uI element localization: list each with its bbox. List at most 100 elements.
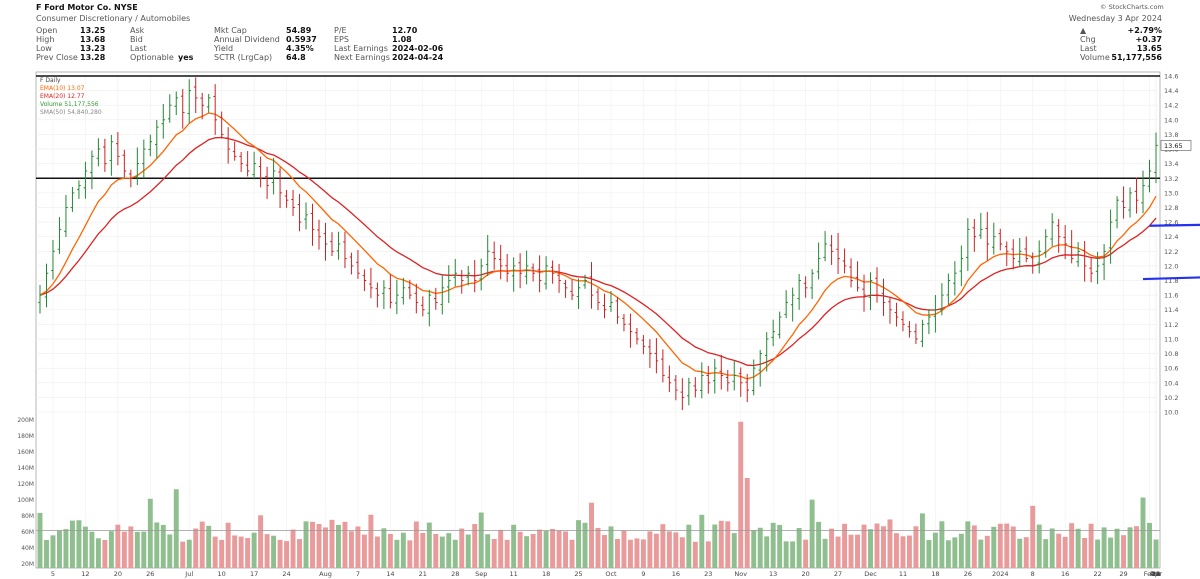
volume-bar-157	[1056, 533, 1062, 568]
legend-item-3: Volume 51,177,556	[40, 101, 99, 108]
y-tick-3: 14.0	[1164, 116, 1178, 124]
flag-bottom-line	[1142, 276, 1200, 281]
volume-tick-9: 20M	[21, 561, 34, 568]
volume-bar-102	[699, 514, 705, 568]
volume-bar-22	[180, 541, 186, 568]
x-tick-10: 14	[386, 570, 394, 578]
volume-bar-115	[783, 541, 789, 568]
volume-bar-89	[614, 539, 620, 568]
volume-bar-158	[1062, 536, 1068, 568]
header-label-0-1: High	[36, 35, 55, 44]
volume-bar-13	[121, 531, 127, 568]
volume-bar-154	[1036, 524, 1042, 568]
volume-bar-32	[245, 538, 251, 568]
x-tick-26: 11	[899, 570, 907, 578]
volume-bar-15	[134, 531, 140, 568]
x-tick-21: Nov	[734, 570, 747, 578]
volume-bar-8	[89, 531, 95, 568]
x-tick-17: Oct	[605, 570, 617, 578]
volume-bar-87	[602, 535, 607, 568]
volume-bar-139	[939, 521, 945, 568]
x-tick-25: Dec	[864, 570, 877, 578]
volume-bar-104	[712, 524, 718, 568]
change-label-3: Volume	[1080, 53, 1110, 62]
y-tick-15: 11.6	[1164, 292, 1178, 300]
volume-bar-140	[945, 540, 951, 568]
volume-bar-133	[900, 536, 906, 568]
volume-bar-16	[141, 531, 147, 568]
volume-bar-56	[400, 532, 406, 568]
volume-bar-132	[893, 533, 899, 568]
volume-bar-163	[1095, 539, 1101, 568]
volume-bar-63	[446, 533, 452, 568]
volume-bar-124	[842, 523, 848, 568]
volume-bar-130	[881, 526, 886, 568]
volume-bar-18	[154, 522, 160, 568]
volume-bar-112	[764, 536, 770, 568]
volume-bar-122	[829, 528, 835, 568]
header-value-0-3: 13.28	[80, 53, 106, 62]
volume-bar-55	[394, 539, 400, 568]
volume-bar-73	[511, 524, 517, 568]
header-label-0-2: Low	[36, 44, 52, 53]
x-tick-12: 28	[451, 570, 459, 578]
volume-bar-17	[147, 498, 153, 568]
volume-bar-156	[1049, 528, 1055, 568]
volume-bar-92	[634, 538, 640, 568]
volume-bar-10	[102, 539, 108, 568]
header-label-2-0: Mkt Cap	[214, 26, 247, 35]
volume-bar-155	[1043, 539, 1049, 568]
y-tick-16: 11.4	[1164, 306, 1178, 314]
x-tick-9: 7	[356, 570, 360, 578]
volume-bar-59	[420, 532, 426, 568]
volume-bar-109	[744, 478, 750, 568]
header-label-1-0: Ask	[130, 26, 145, 35]
volume-bar-131	[887, 519, 893, 568]
volume-bar-125	[848, 534, 854, 568]
x-tick-31: 16	[1061, 570, 1069, 578]
volume-bar-137	[926, 539, 932, 568]
header-value-3-0: 12.70	[392, 26, 418, 35]
volume-bar-126	[855, 534, 861, 568]
x-tick-5: 10	[218, 570, 226, 578]
volume-bar-61	[433, 533, 439, 568]
volume-bar-46	[335, 524, 341, 568]
volume-bar-39	[290, 529, 296, 568]
ticker-title: F Ford Motor Co. NYSE	[36, 3, 138, 12]
volume-bar-162	[1088, 523, 1094, 568]
x-tick-24: 27	[834, 570, 842, 578]
volume-bar-121	[822, 538, 828, 568]
change-value-1: +0.37	[1135, 35, 1162, 44]
volume-bar-134	[906, 535, 912, 568]
chart-header: F Ford Motor Co. NYSE Consumer Discretion…	[0, 0, 1200, 72]
header-value-2-2: 4.35%	[286, 44, 314, 53]
volume-bar-100	[686, 524, 692, 568]
y-tick-11: 12.4	[1164, 233, 1178, 241]
volume-bar-150	[1010, 526, 1016, 568]
x-tick-35: 12	[1152, 570, 1160, 578]
volume-bar-141	[952, 537, 958, 568]
volume-bar-106	[725, 521, 731, 568]
volume-bar-171	[1147, 522, 1152, 568]
x-tick-4: Jul	[184, 570, 193, 578]
change-value-0: +2.79%	[1127, 26, 1162, 35]
volume-bar-65	[459, 528, 465, 568]
header-label-1-2: Last	[130, 44, 147, 53]
volume-bar-70	[491, 538, 497, 568]
volume-tick-2: 160M	[17, 449, 34, 456]
volume-bar-68	[478, 512, 484, 568]
x-tick-20: 23	[704, 570, 712, 578]
x-tick-42: Apr	[1150, 570, 1162, 578]
volume-bar-129	[874, 523, 880, 568]
header-label-2-2: Yield	[214, 44, 234, 53]
x-tick-19: 16	[672, 570, 680, 578]
header-label-2-3: SCTR (LrgCap)	[214, 53, 273, 62]
x-tick-32: 22	[1093, 570, 1101, 578]
volume-bar-52	[374, 536, 380, 568]
volume-bar-29	[225, 522, 231, 568]
volume-bar-82	[569, 539, 575, 568]
y-tick-2: 14.2	[1164, 102, 1178, 110]
y-tick-17: 11.2	[1164, 321, 1178, 329]
volume-bar-172	[1153, 539, 1159, 568]
volume-bar-168	[1127, 527, 1133, 568]
